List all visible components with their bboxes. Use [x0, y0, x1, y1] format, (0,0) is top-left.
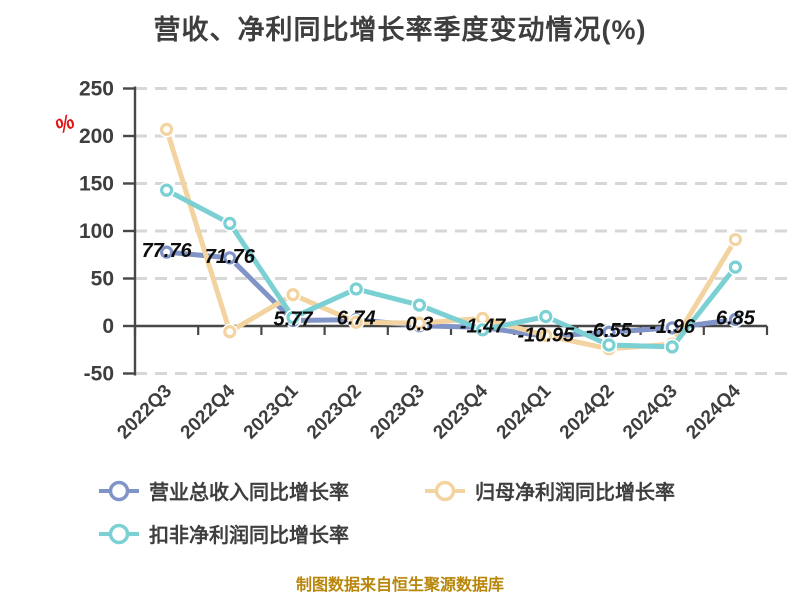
data-point-series-1	[286, 288, 300, 302]
y-axis-tick-label: -50	[84, 363, 114, 386]
data-point-label: -6.55	[586, 320, 632, 342]
data-point-halo	[221, 323, 238, 340]
x-axis-tick-label: 2022Q4	[177, 380, 240, 443]
data-point-series-0	[223, 251, 237, 265]
data-point-label: -10.95	[517, 324, 575, 346]
x-axis-tick-label: 2023Q4	[429, 380, 492, 443]
legend-item-label: 归母净利润同比增长率	[475, 482, 675, 504]
x-axis-tick-label: 2023Q1	[240, 380, 303, 443]
data-point-series-2	[602, 338, 616, 352]
legend-marker-icon	[99, 523, 139, 544]
data-point-label: 6.74	[337, 308, 376, 330]
data-point-halo	[221, 215, 238, 232]
data-point-halo	[411, 315, 428, 332]
data-point-label: 0.3	[405, 314, 433, 336]
data-point-halo	[221, 249, 238, 266]
data-point-halo	[537, 308, 554, 325]
data-point-halo	[727, 258, 744, 276]
data-point-halo	[348, 314, 365, 331]
data-point-label: 71.76	[205, 246, 256, 268]
data-point-halo	[727, 311, 744, 328]
data-point-series-1	[349, 315, 363, 329]
y-axis-tick-label: 150	[79, 173, 114, 196]
y-axis-tick-label: 0	[102, 315, 114, 338]
data-point-series-2	[665, 340, 679, 354]
data-point-halo	[158, 244, 175, 261]
x-axis-tick-label: 2024Q4	[682, 380, 745, 443]
legend-marker-icon	[425, 480, 465, 501]
data-point-series-2	[223, 216, 237, 230]
data-point-halo	[158, 121, 175, 138]
data-source-note: 制图数据来自恒生聚源数据库	[295, 577, 504, 594]
legend-item-label: 营业总收入同比增长率	[149, 482, 349, 504]
data-point-halo	[284, 286, 302, 303]
data-point-series-2	[160, 183, 174, 197]
x-axis-tick-label: 2023Q3	[366, 381, 429, 444]
data-point-series-1	[160, 122, 174, 136]
y-axis-tick-label: 50	[91, 268, 114, 291]
legend: 营业总收入同比增长率 归母净利润同比增长率扣非净利润同比增长率	[99, 476, 739, 548]
data-point-series-1	[539, 328, 553, 343]
data-point-series-2	[349, 282, 363, 296]
data-point-label: 77.76	[142, 240, 193, 262]
data-point-series-1	[412, 316, 426, 330]
line-series-0	[164, 249, 738, 339]
x-axis-tick-label: 2024Q2	[556, 381, 619, 444]
x-axis-tick-label: 2024Q1	[493, 380, 556, 443]
data-point-series-2	[728, 260, 743, 274]
data-point-halo	[158, 182, 175, 199]
data-point-label: 5.77	[274, 309, 314, 331]
data-point-label: -1.47	[460, 315, 506, 337]
data-point-label: -1.96	[649, 316, 695, 338]
y-axis-tick-label: 200	[79, 125, 114, 148]
x-axis-tick-label: 2024Q3	[619, 381, 682, 444]
x-axis-tick-label: 2022Q3	[113, 381, 176, 444]
y-axis-tick-label: 100	[79, 220, 114, 243]
data-point-series-0	[160, 245, 174, 259]
data-point-series-0	[665, 321, 679, 335]
data-point-series-2	[286, 310, 300, 325]
data-point-label: 6.85	[716, 307, 756, 329]
data-point-halo	[348, 280, 365, 298]
data-point-series-2	[539, 309, 553, 324]
y-axis-tick-label: 250	[79, 78, 114, 101]
data-point-halo	[664, 338, 681, 355]
data-point-series-2	[476, 323, 490, 337]
chart-title: 营收、净利同比增长率季度变动情况(%)	[153, 15, 647, 45]
legend-item-2[interactable]: 扣非净利润同比增长率	[99, 519, 425, 548]
data-point-halo	[727, 231, 744, 248]
legend-item-label: 扣非净利润同比增长率	[149, 525, 349, 547]
legend-item-0[interactable]: 营业总收入同比增长率	[99, 476, 425, 505]
data-point-halo	[284, 309, 302, 326]
legend-marker-icon	[99, 480, 139, 501]
data-point-halo	[537, 327, 554, 344]
data-point-halo	[411, 296, 428, 314]
data-point-series-0	[728, 312, 743, 327]
legend-item-1[interactable]: 归母净利润同比增长率	[425, 476, 725, 505]
line-series-2	[164, 187, 738, 350]
data-point-halo	[474, 321, 491, 338]
data-point-series-1	[728, 232, 743, 247]
data-point-series-1	[223, 325, 237, 339]
x-axis-tick-label: 2023Q2	[303, 381, 366, 444]
data-point-series-2	[412, 298, 426, 312]
data-point-halo	[600, 336, 618, 354]
